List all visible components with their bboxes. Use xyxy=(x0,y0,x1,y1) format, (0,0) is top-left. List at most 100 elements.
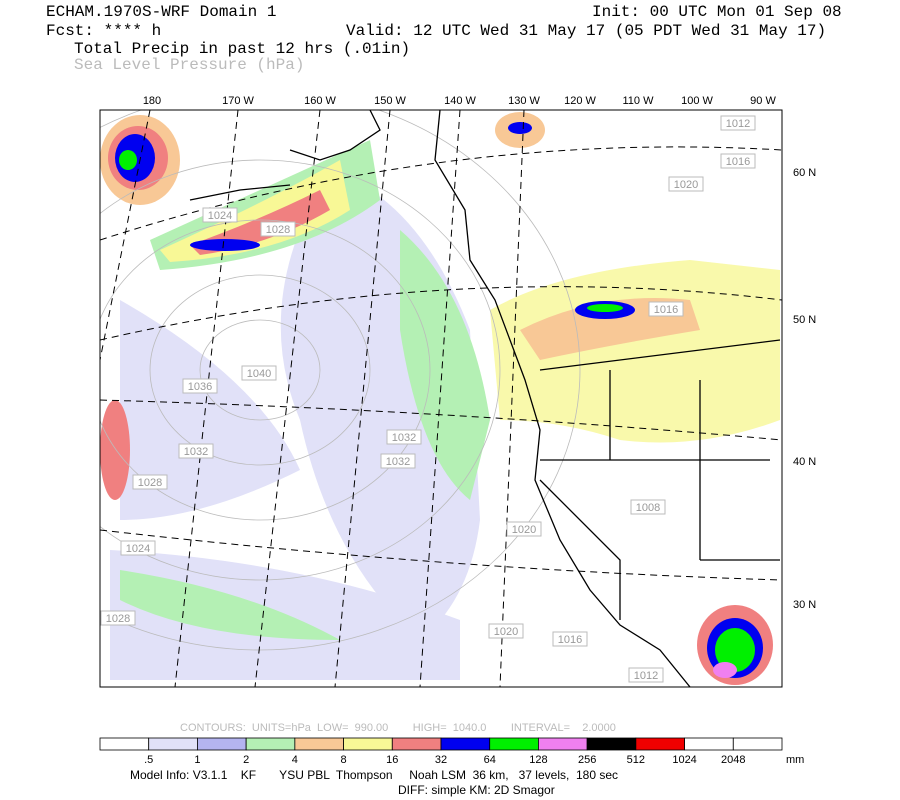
isobar-label-box xyxy=(100,610,136,626)
colorbar-label: 64 xyxy=(484,754,496,766)
isobar-label: 1040 xyxy=(247,368,271,380)
longitude-label: 170 W xyxy=(222,95,254,107)
latitude-label: 60 N xyxy=(793,167,816,179)
colorbar-label: 16 xyxy=(386,754,398,766)
isobar-label-box xyxy=(506,521,542,537)
longitude-labels: 180 170 W 160 W 150 W 140 W 130 W 120 W 110 W 10… xyxy=(143,95,777,107)
isobar-label: 1032 xyxy=(392,432,416,444)
isobar-label-box xyxy=(720,153,756,169)
isobar-labels: 1012 1016 1020 1024 1028 1016 1040 1036 1032 1028… xyxy=(100,115,756,683)
isobar-label: 1012 xyxy=(634,670,658,682)
colorbar-label: 128 xyxy=(529,754,547,766)
isobar-label: 1012 xyxy=(726,118,750,130)
colorbar-swatch xyxy=(99,737,150,751)
colorbar-label: 512 xyxy=(627,754,645,766)
isobar-label: 1028 xyxy=(106,613,130,625)
graticule xyxy=(100,110,782,687)
valid-time: Valid: 12 UTC Wed 31 May 17 (05 PDT Wed … xyxy=(346,22,826,40)
colorbar-label: 32 xyxy=(435,754,447,766)
colorbar-label: 4 xyxy=(292,754,298,766)
isobar-label-box xyxy=(182,378,218,394)
forecast-hour: Fcst: **** h xyxy=(46,22,161,40)
colorbar-label: 2 xyxy=(243,754,249,766)
precip-area xyxy=(490,260,780,443)
model-info: Model Info: V3.1.1 KF YSU PBL Thompson N… xyxy=(130,768,618,782)
longitude-label: 90 W xyxy=(750,95,776,107)
isobar-label: 1032 xyxy=(386,456,410,468)
init-time: Init: 00 UTC Mon 01 Sep 08 xyxy=(592,3,842,21)
colorbar-swatch xyxy=(391,737,442,751)
colorbar-swatch xyxy=(586,737,637,751)
latitude-label: 30 N xyxy=(793,599,816,611)
colorbar-label: 256 xyxy=(578,754,596,766)
precip-area xyxy=(587,304,623,312)
colorbar-label: .5 xyxy=(144,754,153,766)
colorbar-swatch xyxy=(343,737,393,751)
precip-area xyxy=(713,662,737,678)
isobar-label: 1028 xyxy=(266,224,290,236)
latitude-label: 50 N xyxy=(793,314,816,326)
isobar-label-box xyxy=(386,429,422,445)
isobars xyxy=(100,110,581,651)
longitude-label: 180 xyxy=(143,95,161,107)
latitude-labels: 60 N 50 N 40 N 30 N xyxy=(793,167,816,611)
precip-area xyxy=(100,400,130,500)
isobar-label: 1016 xyxy=(654,304,678,316)
isobar-label: 1008 xyxy=(636,502,660,514)
longitude-label: 150 W xyxy=(374,95,406,107)
colorbar-label: 2048 xyxy=(721,754,745,766)
isobar-label-box xyxy=(380,453,416,469)
colorbar-label: 8 xyxy=(341,754,347,766)
precip-area xyxy=(190,190,330,255)
colorbar-label: 1 xyxy=(194,754,200,766)
isobar-label-box xyxy=(241,365,277,381)
isobar-label-box xyxy=(178,443,214,459)
isobar-label: 1024 xyxy=(208,210,232,222)
longitude-label: 120 W xyxy=(564,95,596,107)
isobar-label-box xyxy=(132,474,168,490)
isobar-label: 1020 xyxy=(674,179,698,191)
diff-info: DIFF: simple KM: 2D Smagor xyxy=(398,783,555,797)
longitude-label: 140 W xyxy=(444,95,476,107)
isobar-label-box xyxy=(202,207,238,223)
isobar-label-box xyxy=(630,499,666,515)
isobar-label: 1016 xyxy=(726,156,750,168)
colorbar-swatch xyxy=(489,737,539,751)
model-title: ECHAM.1970S-WRF Domain 1 xyxy=(46,3,276,21)
precip-area xyxy=(190,239,260,251)
isobar-label-box xyxy=(488,623,524,639)
colorbar-swatch xyxy=(440,737,491,751)
colorbar-unit: mm xyxy=(786,754,804,766)
isobar-label: 1032 xyxy=(184,446,208,458)
isobar-label-box xyxy=(120,540,156,556)
longitude-label: 110 W xyxy=(623,95,655,107)
isobar-label-box xyxy=(720,115,756,131)
isobar-label-box xyxy=(668,176,704,192)
latitude-label: 40 N xyxy=(793,456,816,468)
coastlines xyxy=(189,110,781,687)
isobar-label: 1024 xyxy=(126,543,150,555)
colorbar-swatch xyxy=(294,737,344,751)
field-title: Total Precip in past 12 hrs (.01in) xyxy=(74,40,410,58)
colorbar-swatch xyxy=(684,737,734,751)
longitude-label: 160 W xyxy=(304,95,336,107)
colorbar: .5 1 2 4 8 16 32 64 128 256 512 1024 2048 mm xyxy=(99,737,804,766)
precip-area xyxy=(160,160,350,262)
map-fields xyxy=(100,110,782,687)
precip-area xyxy=(120,570,340,640)
precip-area xyxy=(119,150,137,170)
isobar-label: 1020 xyxy=(512,524,536,536)
colorbar-swatch xyxy=(197,737,247,751)
precip-area xyxy=(508,122,532,134)
colorbar-swatch xyxy=(538,737,588,751)
isobar-label: 1036 xyxy=(188,381,212,393)
isobar-label-box xyxy=(260,221,296,237)
longitude-label: 100 W xyxy=(681,95,713,107)
precip-area xyxy=(715,628,755,672)
isobar-label-box xyxy=(648,301,684,317)
longitude-label: 130 W xyxy=(508,95,540,107)
contour-info: CONTOURS: UNITS=hPa LOW= 990.00 HIGH= 10… xyxy=(180,722,616,734)
colorbar-label: 1024 xyxy=(672,754,696,766)
isobar-label: 1028 xyxy=(138,477,162,489)
